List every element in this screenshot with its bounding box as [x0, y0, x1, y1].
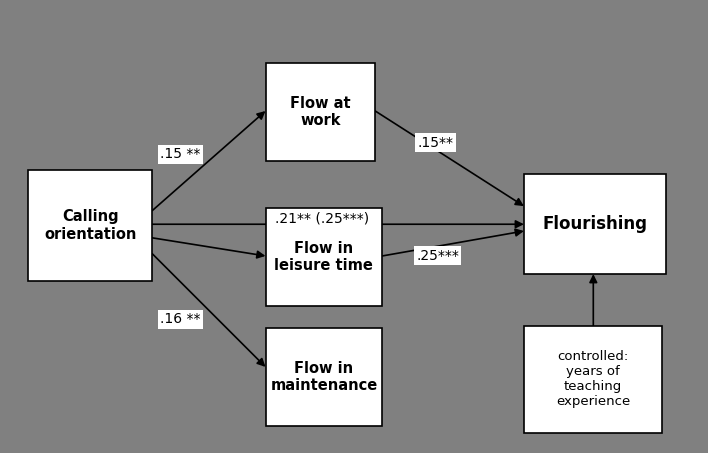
Text: Flow in
maintenance: Flow in maintenance [270, 361, 377, 393]
FancyBboxPatch shape [524, 326, 662, 433]
FancyBboxPatch shape [524, 174, 666, 274]
Text: Calling
orientation: Calling orientation [44, 209, 137, 241]
Text: .15 **: .15 ** [160, 147, 201, 161]
FancyBboxPatch shape [28, 170, 152, 281]
FancyBboxPatch shape [266, 328, 382, 426]
FancyBboxPatch shape [266, 208, 382, 306]
Text: Flow at
work: Flow at work [290, 96, 350, 128]
Text: .15**: .15** [418, 136, 453, 149]
Text: .21** (.25***): .21** (.25***) [275, 212, 369, 225]
Text: .25***: .25*** [416, 249, 459, 263]
Text: controlled:
years of
teaching
experience: controlled: years of teaching experience [556, 350, 630, 409]
Text: Flow in
leisure time: Flow in leisure time [275, 241, 373, 273]
Text: .16 **: .16 ** [160, 313, 201, 326]
Text: Flourishing: Flourishing [542, 215, 647, 233]
FancyBboxPatch shape [266, 63, 375, 161]
